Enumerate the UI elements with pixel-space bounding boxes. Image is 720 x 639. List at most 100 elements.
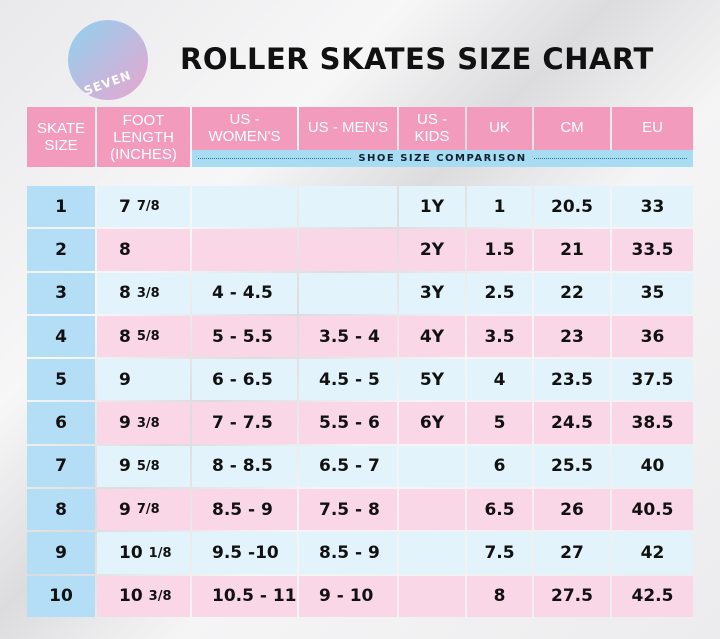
cell-eu-value: 38.5 xyxy=(631,413,674,434)
cell-foot-fraction: 7/8 xyxy=(136,199,160,215)
cell-foot-fraction: 5/8 xyxy=(136,329,160,345)
cell-uk-value: 5 xyxy=(493,413,506,434)
cell-cm-value: 22 xyxy=(560,283,584,304)
cell-cm-value: 23.5 xyxy=(551,369,593,390)
table-row: 9 10 1/8 9.5 -10 8.5 - 9 7.5 27 42 xyxy=(27,532,693,574)
cell-skate: 7 xyxy=(27,445,95,488)
cell-foot: 10 1/8 xyxy=(97,532,190,574)
cell-skate-value: 2 xyxy=(55,239,67,260)
cell-men-value: 7.5 - 8 xyxy=(319,499,380,520)
cell-kids-value: 3Y xyxy=(419,283,445,304)
cell-kids: 1Y xyxy=(399,186,465,228)
cell-women-value: 4 - 4.5 xyxy=(212,283,273,304)
cell-uk: 1 xyxy=(467,186,532,228)
cell-kids-value: 4Y xyxy=(419,326,445,347)
cell-uk: 5 xyxy=(467,402,532,444)
cell-uk: 8 xyxy=(467,575,532,617)
column-header: US - KIDS xyxy=(399,107,465,150)
cell-foot-value: 9 xyxy=(119,456,131,477)
cell-eu: 42 xyxy=(612,532,693,574)
cell-foot-value: 10 xyxy=(119,586,143,607)
cell-uk: 6.5 xyxy=(467,489,532,531)
table-row: 1 7 7/8 1Y 1 20.5 33 xyxy=(27,186,693,228)
cell-foot-fraction: 3/8 xyxy=(148,588,172,604)
cell-cm-value: 20.5 xyxy=(551,196,593,217)
cell-kids: 4Y xyxy=(399,315,465,358)
cell-uk-value: 2.5 xyxy=(484,283,515,304)
cell-women-value: 7 - 7.5 xyxy=(212,413,273,434)
cell-skate: 3 xyxy=(27,272,95,314)
cell-cm: 23 xyxy=(534,315,610,358)
cell-women-value: 9.5 -10 xyxy=(212,543,279,564)
table-row: 6 9 3/8 7 - 7.5 5.5 - 6 6Y 5 24.5 38.5 xyxy=(27,402,693,444)
cell-kids-value: 6Y xyxy=(419,413,445,434)
cell-eu-value: 42 xyxy=(640,543,665,564)
cell-men-value: 5.5 - 6 xyxy=(319,413,380,434)
cell-kids: 5Y xyxy=(399,359,465,401)
cell-cm: 24.5 xyxy=(534,402,610,444)
cell-foot-fraction: 3/8 xyxy=(136,285,160,301)
cell-foot-fraction: 3/8 xyxy=(136,415,160,431)
page-title: ROLLER SKATES SIZE CHART xyxy=(180,42,654,76)
cell-cm: 23.5 xyxy=(534,359,610,401)
shoe-size-comparison-banner: SHOE SIZE COMPARISON xyxy=(192,150,693,167)
cell-women: 4 - 4.5 xyxy=(192,272,297,314)
cell-skate-value: 3 xyxy=(55,283,67,304)
cell-men: 9 - 10 xyxy=(299,575,397,617)
cell-women-value: 5 - 5.5 xyxy=(212,326,273,347)
cell-kids: 2Y xyxy=(399,229,465,271)
cell-foot-value: 9 xyxy=(119,499,131,520)
cell-foot-value: 10 xyxy=(119,543,143,564)
cell-eu: 33 xyxy=(612,186,693,228)
cell-skate-value: 6 xyxy=(55,413,67,434)
cell-women-value: 10.5 - 11 xyxy=(212,586,297,607)
cell-women: 10.5 - 11 xyxy=(192,575,297,617)
cell-kids xyxy=(399,575,465,617)
cell-uk: 4 xyxy=(467,359,532,401)
cell-foot-value: 9 xyxy=(119,413,131,434)
cell-kids xyxy=(399,489,465,531)
cell-women: 8 - 8.5 xyxy=(192,445,297,488)
cell-foot-value: 7 xyxy=(119,196,131,217)
cell-skate: 9 xyxy=(27,532,95,574)
cell-skate-value: 4 xyxy=(55,326,67,347)
column-header: US - MEN'S xyxy=(299,107,397,150)
cell-eu: 37.5 xyxy=(612,359,693,401)
cell-kids xyxy=(399,445,465,488)
cell-uk: 7.5 xyxy=(467,532,532,574)
cell-men xyxy=(299,272,397,314)
cell-uk-value: 6.5 xyxy=(484,499,515,520)
cell-skate: 10 xyxy=(27,575,95,617)
cell-men-value: 3.5 - 4 xyxy=(319,326,380,347)
cell-foot-value: 8 xyxy=(119,239,131,260)
cell-foot: 7 7/8 xyxy=(97,186,190,228)
cell-women-value: 8 - 8.5 xyxy=(212,456,273,477)
cell-women-value: 8.5 - 9 xyxy=(212,499,273,520)
cell-foot-fraction: 1/8 xyxy=(148,545,172,561)
cell-kids: 6Y xyxy=(399,402,465,444)
cell-cm: 20.5 xyxy=(534,186,610,228)
header-row: SKATE SIZE FOOT LENGTH (INCHES) US - WOMEN… xyxy=(27,107,693,167)
column-header: UK xyxy=(467,107,532,150)
cell-eu-value: 37.5 xyxy=(631,369,674,390)
cell-uk: 2.5 xyxy=(467,272,532,314)
cell-eu: 38.5 xyxy=(612,402,693,444)
cell-eu: 35 xyxy=(612,272,693,314)
cell-men-value: 9 - 10 xyxy=(319,586,374,607)
table-row: 8 9 7/8 8.5 - 9 7.5 - 8 6.5 26 40.5 xyxy=(27,489,693,531)
cell-eu-value: 40.5 xyxy=(631,499,674,520)
cell-skate: 1 xyxy=(27,186,95,228)
cell-skate-value: 7 xyxy=(55,456,67,477)
cell-skate: 8 xyxy=(27,489,95,531)
cell-women: 9.5 -10 xyxy=(192,532,297,574)
cell-men-value: 6.5 - 7 xyxy=(319,456,380,477)
table-row: 3 8 3/8 4 - 4.5 3Y 2.5 22 35 xyxy=(27,272,693,314)
cell-men-value: 8.5 - 9 xyxy=(319,543,380,564)
cell-kids-value: 1Y xyxy=(419,196,445,217)
cell-skate: 6 xyxy=(27,402,95,444)
table-row: 5 9 6 - 6.5 4.5 - 5 5Y 4 23.5 37.5 xyxy=(27,359,693,401)
cell-women: 7 - 7.5 xyxy=(192,402,297,444)
cell-women xyxy=(192,229,297,271)
cell-women-value: 6 - 6.5 xyxy=(212,369,273,390)
cell-eu: 40.5 xyxy=(612,489,693,531)
